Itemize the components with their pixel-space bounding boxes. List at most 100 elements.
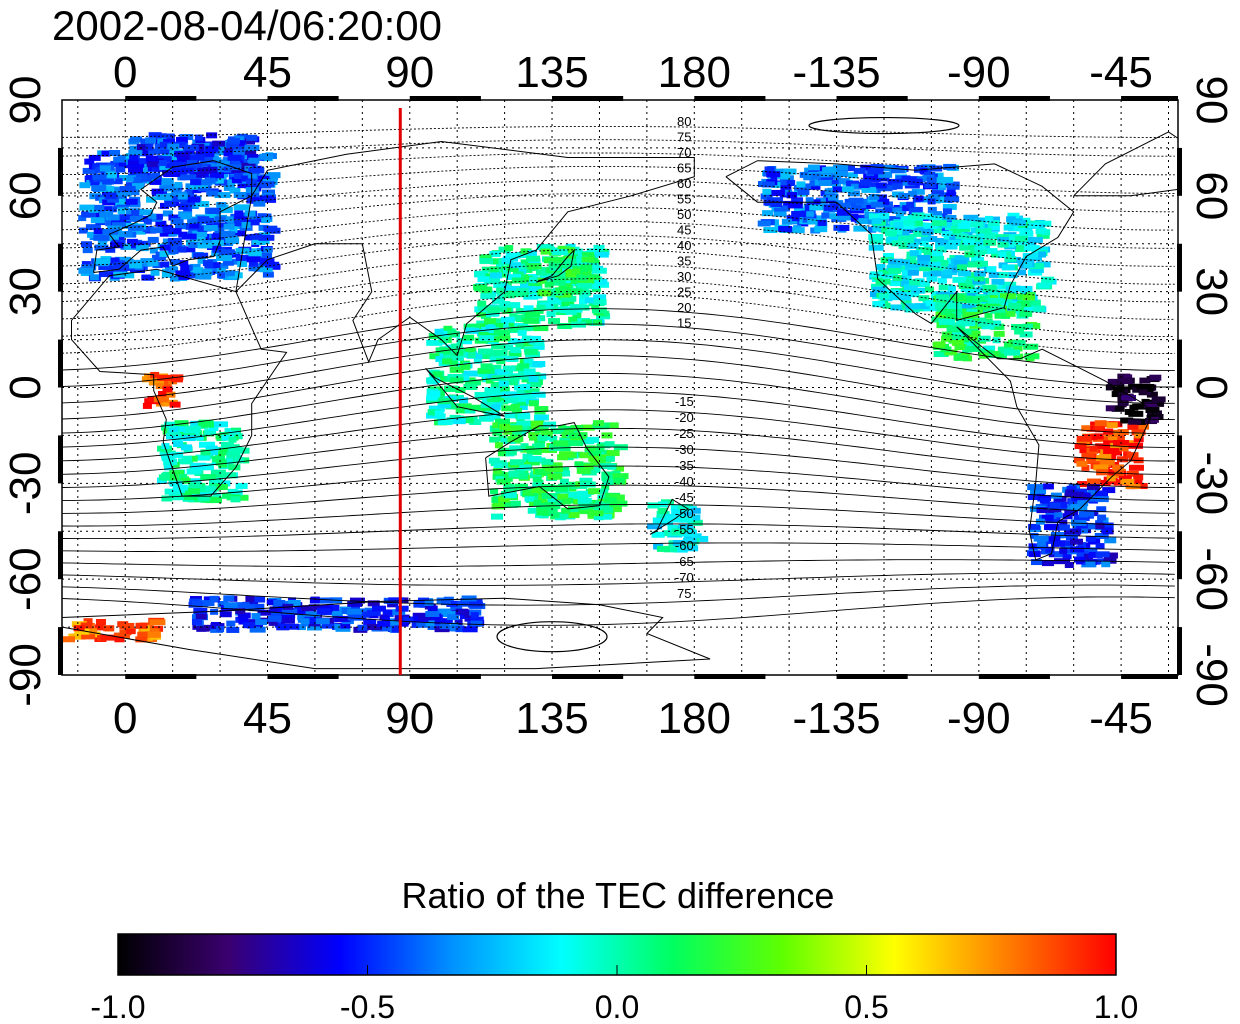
tec-cell	[1128, 410, 1144, 417]
contour-label: 55	[677, 192, 691, 207]
tec-cell	[150, 371, 160, 378]
tec-cell	[569, 304, 585, 311]
tec-cell	[1023, 245, 1040, 252]
tec-cell	[997, 296, 1013, 303]
tec-cell	[305, 611, 321, 618]
tec-cell	[498, 496, 511, 503]
tec-cell	[227, 219, 242, 226]
tec-cell	[180, 444, 192, 451]
tec-cell	[429, 390, 441, 397]
tec-cell	[148, 148, 161, 155]
tec-cell	[209, 477, 224, 484]
tec-cell	[600, 456, 612, 463]
tec-cell	[208, 207, 221, 214]
tec-cell	[817, 219, 827, 226]
contour-line	[62, 293, 1175, 355]
tec-cell	[899, 179, 915, 186]
tec-cell	[181, 493, 198, 500]
tec-cell	[656, 511, 670, 518]
frame-tick	[978, 96, 1050, 101]
tec-cell	[222, 259, 234, 266]
tec-cell	[526, 255, 541, 262]
tec-cell	[563, 508, 579, 515]
tec-cell	[1001, 264, 1015, 271]
tec-cell	[1077, 542, 1086, 549]
tec-cell	[455, 387, 466, 394]
tec-cell	[539, 302, 554, 309]
tec-cell	[589, 502, 601, 509]
tec-cell	[171, 167, 184, 174]
tec-cell	[189, 263, 201, 270]
tec-cell	[878, 268, 891, 275]
tec-cell	[489, 250, 501, 257]
tec-cell	[1105, 405, 1115, 412]
tec-cell	[82, 167, 98, 174]
contour-label: 20	[677, 300, 691, 315]
tec-cell	[931, 215, 943, 222]
tec-cell	[145, 137, 157, 144]
tec-cell	[427, 605, 438, 612]
tec-cell	[614, 465, 625, 472]
tec-cell	[945, 193, 955, 200]
tec-cell	[998, 271, 1011, 278]
tec-cell	[503, 475, 513, 482]
tec-cell	[1126, 452, 1139, 459]
tec-cell	[158, 474, 170, 481]
tec-cell	[578, 274, 588, 281]
tec-cell	[913, 230, 929, 237]
tec-cell	[262, 271, 274, 278]
tec-cell	[463, 338, 473, 345]
tec-cell	[544, 281, 554, 288]
tec-cell	[986, 216, 1000, 223]
tec-cell	[948, 239, 961, 246]
tec-cell	[230, 496, 241, 503]
tec-cell	[212, 140, 226, 147]
tec-cell	[175, 270, 191, 277]
tec-cell	[204, 429, 217, 436]
tec-cell	[963, 214, 979, 221]
tec-cell	[241, 221, 251, 228]
tec-cell	[149, 178, 162, 185]
tec-cell	[584, 445, 596, 452]
tec-cell	[437, 401, 451, 408]
colorbar-tick-label: -1.0	[90, 989, 145, 1024]
tec-cell	[243, 219, 260, 226]
tec-cell	[162, 474, 178, 481]
tec-cell	[142, 226, 154, 233]
tec-cell	[528, 282, 543, 289]
tec-cell	[172, 441, 183, 448]
tec-cell	[1018, 238, 1031, 245]
tec-cell	[266, 599, 277, 606]
tec-cell	[427, 409, 437, 416]
tec-cell	[1078, 511, 1088, 518]
tec-cell	[921, 164, 936, 171]
tec-cell	[593, 244, 605, 251]
tec-cell	[606, 450, 620, 457]
tec-cell	[174, 181, 183, 188]
tec-cell	[198, 441, 215, 448]
tec-cell	[821, 212, 830, 219]
tec-cell	[187, 217, 198, 224]
tec-cell	[833, 164, 849, 171]
tec-cell	[966, 308, 978, 315]
tec-cell	[510, 347, 522, 354]
tec-cell	[247, 622, 264, 629]
tec-cell	[169, 401, 181, 408]
tec-cell	[518, 473, 528, 480]
tec-cell	[581, 252, 594, 259]
tec-cell	[473, 270, 488, 277]
tec-cell	[503, 492, 517, 499]
frame-tick	[1177, 627, 1182, 675]
tec-cell	[559, 513, 569, 520]
tec-cell	[434, 410, 444, 417]
tec-cell	[889, 280, 903, 287]
tec-cell	[200, 474, 217, 481]
tec-cell	[1097, 514, 1107, 521]
tec-cell	[93, 258, 110, 265]
tec-cell	[1103, 447, 1120, 454]
tec-cell	[549, 279, 566, 286]
tec-cell	[762, 210, 774, 217]
tec-cell	[947, 285, 956, 292]
tec-cell	[868, 226, 877, 233]
tec-cell	[503, 344, 514, 351]
